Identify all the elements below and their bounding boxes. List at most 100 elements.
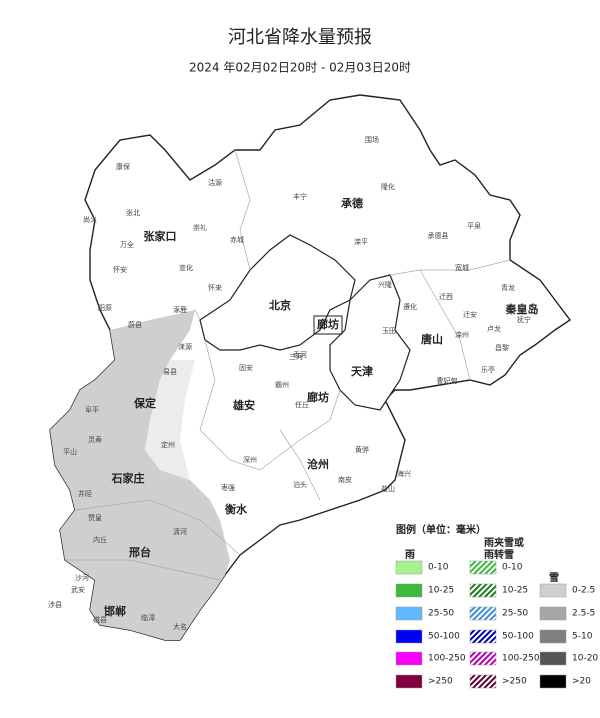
legend-swatch xyxy=(469,560,497,575)
county-label: 涉县 xyxy=(48,600,62,609)
city-label: 邢台 xyxy=(128,545,151,559)
legend-label: >250 xyxy=(502,677,527,687)
county-label: 滦州 xyxy=(455,330,469,339)
legend-label: >250 xyxy=(428,677,453,687)
county-label: 井陉 xyxy=(78,489,92,498)
county-label: 曹妃甸 xyxy=(437,376,458,385)
county-label: 丰宁 xyxy=(293,192,307,201)
county-label: 蔚县 xyxy=(128,320,142,329)
legend-label: 0-10 xyxy=(502,563,523,573)
legend-label: 50-100 xyxy=(502,632,534,642)
county-label: 遵化 xyxy=(403,302,417,311)
county-label: 沽源 xyxy=(208,178,222,187)
county-label: 临漳 xyxy=(141,613,155,622)
legend-group-name: 雪 xyxy=(549,572,559,584)
legend-group-name: 雨转雪 xyxy=(484,548,514,561)
county-label: 固安 xyxy=(239,363,253,372)
county-label: 阳原 xyxy=(98,303,112,312)
county-label: 赤城 xyxy=(230,236,244,244)
county-label: 青龙 xyxy=(501,283,515,292)
county-label: 盐山 xyxy=(381,484,395,493)
legend-swatch xyxy=(395,606,423,621)
legend-swatch xyxy=(395,651,423,666)
legend-label: 10-20 xyxy=(572,654,598,664)
city-label: 承德 xyxy=(341,196,363,210)
county-label: 三河 xyxy=(289,353,303,361)
legend-title: 图例（单位：毫米） xyxy=(396,523,486,536)
county-label: 南皮 xyxy=(338,475,352,484)
county-label: 易县 xyxy=(163,368,177,376)
city-label: 石家庄 xyxy=(111,471,145,485)
city-label: 廊坊 xyxy=(307,390,329,404)
legend-swatch xyxy=(395,583,423,598)
county-label: 武安 xyxy=(71,585,85,594)
county-label: 涞源 xyxy=(178,342,192,351)
county-label: 尚义 xyxy=(83,215,97,224)
legend-label: 100-250 xyxy=(428,654,466,664)
county-label: 赞皇 xyxy=(88,513,102,522)
legend-swatch xyxy=(395,560,423,575)
county-label: 深州 xyxy=(243,455,257,464)
legend-label: >20 xyxy=(572,677,591,687)
legend-label: 0-2.5 xyxy=(572,586,595,596)
county-label: 乐亭 xyxy=(481,365,495,374)
county-label: 承德县 xyxy=(428,231,449,240)
county-label: 迁西 xyxy=(439,292,453,301)
county-label: 宣化 xyxy=(179,263,193,272)
county-label: 崇礼 xyxy=(193,223,207,232)
county-label: 黄骅 xyxy=(355,445,369,454)
county-label: 沙河 xyxy=(75,574,89,582)
city-label: 北京 xyxy=(269,298,291,312)
light-snow-band xyxy=(145,360,195,480)
city-label: 衡水 xyxy=(225,502,248,516)
subtitle: 2024 年02月02日20时 - 02月03日20时 xyxy=(189,61,411,75)
county-label: 定州 xyxy=(161,440,175,449)
legend-swatch xyxy=(469,674,497,689)
legend-label: 0-10 xyxy=(428,563,449,573)
city-label: 秦皇岛 xyxy=(505,302,539,316)
legend-group-name: 雨夹雪或 xyxy=(484,536,524,549)
city-label: 邯郸 xyxy=(104,604,126,618)
legend-label: 100-250 xyxy=(502,654,540,664)
legend-swatch xyxy=(539,629,567,644)
tianjin-outline xyxy=(329,274,411,411)
legend-swatch xyxy=(469,629,497,644)
city-box xyxy=(313,315,343,335)
legend-label: 25-50 xyxy=(502,609,528,619)
county-label: 霸州 xyxy=(275,381,289,389)
snow-area xyxy=(50,310,230,640)
county-label: 滦平 xyxy=(354,237,368,246)
city-label: 廊坊 xyxy=(317,317,339,331)
legend-swatch xyxy=(395,674,423,689)
city-label: 保定 xyxy=(133,396,156,410)
legend-swatch xyxy=(469,606,497,621)
legend-swatch xyxy=(539,651,567,666)
county-label: 香河 xyxy=(293,350,307,359)
county-label: 平泉 xyxy=(467,221,481,230)
county-label: 昌黎 xyxy=(495,343,509,352)
city-label: 雄安 xyxy=(232,398,255,412)
county-label: 平山 xyxy=(63,447,77,456)
legend-label: 2.5-5 xyxy=(572,609,595,619)
county-label: 磁县 xyxy=(93,615,107,624)
legend-swatch xyxy=(469,651,497,666)
beijing-outline xyxy=(199,234,356,351)
legend-group-name: 雨 xyxy=(405,549,415,561)
prefecture-borders xyxy=(65,149,511,581)
legend-swatch xyxy=(539,606,567,621)
county-label: 清河 xyxy=(173,527,187,536)
city-label: 张家口 xyxy=(144,229,177,243)
title: 河北省降水量预报 xyxy=(228,27,372,48)
county-label: 泊头 xyxy=(293,480,307,489)
legend-swatch xyxy=(469,583,497,598)
county-label: 玉田 xyxy=(382,327,396,335)
city-label: 天津 xyxy=(351,364,373,378)
county-label: 任丘 xyxy=(295,400,309,409)
county-label: 张北 xyxy=(126,208,140,217)
county-label: 内丘 xyxy=(93,535,107,544)
county-label: 涿鹿 xyxy=(173,305,187,314)
legend-label: 10-25 xyxy=(428,586,454,596)
legend-swatch xyxy=(539,583,567,598)
county-label: 迁安 xyxy=(463,310,477,319)
